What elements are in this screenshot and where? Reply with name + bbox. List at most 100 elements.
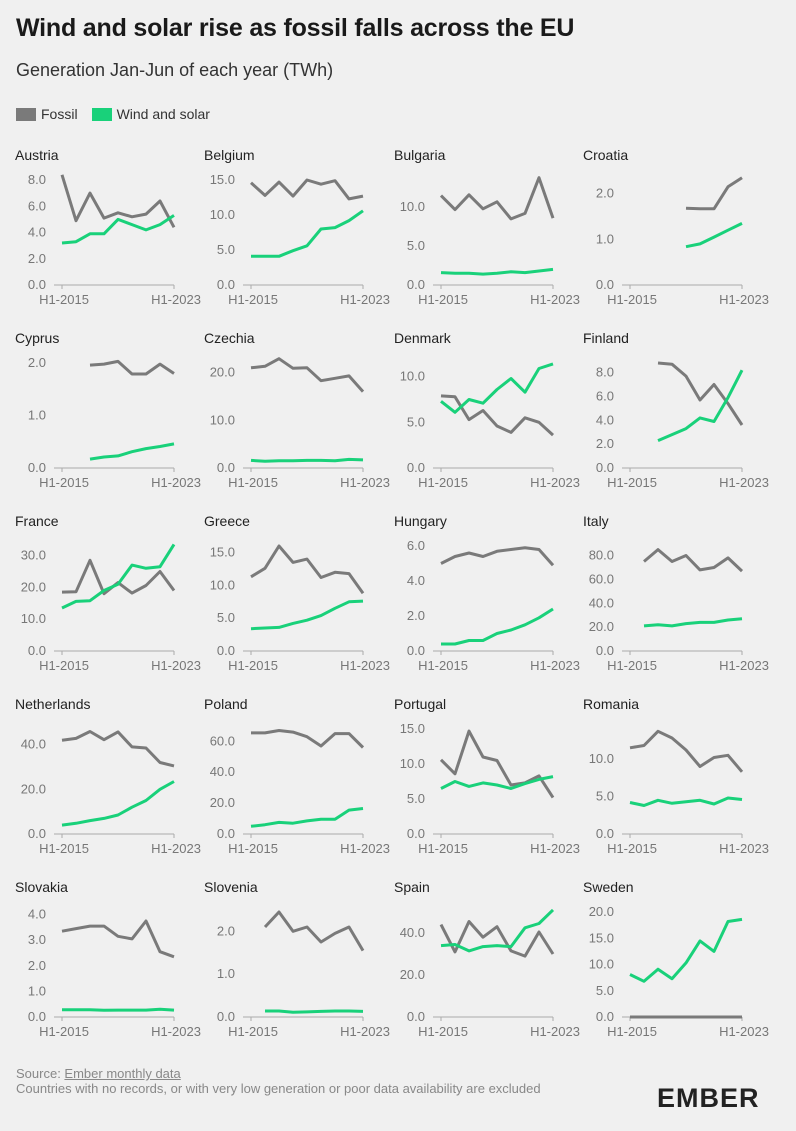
legend-label-wind-solar: Wind and solar — [116, 106, 210, 122]
panel-czechia: Czechia 0.0 10.0 20.0 H1-2015 H1-2023 — [204, 330, 390, 490]
panel-title-austria: Austria — [15, 147, 59, 163]
y-tick-label-slovenia: 1.0 — [217, 966, 235, 981]
y-tick-label-netherlands: 20.0 — [21, 781, 46, 796]
panel-sweden: Sweden 0.0 5.0 10.0 15.0 20.0 H1-2015 H1-2023 — [583, 879, 769, 1039]
x-tick-label-austria: H1-2023 — [151, 292, 201, 307]
y-tick-label-greece: 15.0 — [210, 545, 235, 560]
x-tick-label-hungary: H1-2015 — [418, 658, 468, 673]
series-line-wind-solar-italy — [643, 617, 743, 628]
series-line-wind-solar-portugal — [440, 775, 554, 790]
panel-bulgaria: Bulgaria 0.0 5.0 10.0 H1-2015 H1-2023 — [394, 147, 580, 307]
panel-croatia: Croatia 0.0 1.0 2.0 H1-2015 H1-2023 — [583, 147, 769, 307]
source-prefix: Source: — [16, 1066, 65, 1081]
y-tick-label-austria: 6.0 — [28, 198, 46, 213]
series-line-wind-solar-sweden — [629, 917, 743, 983]
series-line-fossil-austria — [60, 174, 176, 229]
y-tick-label-spain: 0.0 — [407, 1009, 425, 1024]
y-tick-label-hungary: 4.0 — [407, 573, 425, 588]
legend: Fossil Wind and solar — [16, 106, 224, 122]
y-tick-label-netherlands: 40.0 — [21, 737, 46, 752]
panel-hungary: Hungary 0.0 2.0 4.0 6.0 H1-2015 H1-2023 — [394, 513, 580, 673]
y-tick-label-france: 20.0 — [21, 579, 46, 594]
series-line-fossil-czechia — [250, 357, 365, 393]
x-tick-label-poland: H1-2023 — [340, 841, 390, 856]
series-line-wind-solar-croatia — [685, 222, 743, 249]
x-tick-label-cyprus: H1-2015 — [39, 475, 89, 490]
y-tick-label-portugal: 0.0 — [407, 826, 425, 841]
x-tick-label-sweden: H1-2015 — [607, 1024, 657, 1039]
x-tick-label-austria: H1-2015 — [39, 292, 89, 307]
y-tick-label-finland: 8.0 — [596, 365, 614, 380]
panel-romania: Romania 0.0 5.0 10.0 H1-2015 H1-2023 — [583, 696, 769, 856]
panel-title-greece: Greece — [204, 513, 250, 529]
panel-poland: Poland 0.0 20.0 40.0 60.0 H1-2015 H1-2023 — [204, 696, 390, 856]
series-line-fossil-italy — [643, 548, 744, 573]
y-tick-label-belgium: 0.0 — [217, 277, 235, 292]
x-tick-label-bulgaria: H1-2015 — [418, 292, 468, 307]
x-tick-label-italy: H1-2023 — [719, 658, 769, 673]
y-tick-label-bulgaria: 0.0 — [407, 277, 425, 292]
series-line-wind-solar-bulgaria — [440, 267, 554, 276]
series-line-fossil-cyprus — [89, 359, 175, 376]
y-tick-label-denmark: 10.0 — [400, 369, 425, 384]
legend-item-wind-solar: Wind and solar — [91, 106, 210, 122]
y-tick-label-croatia: 0.0 — [596, 277, 614, 292]
panel-title-slovakia: Slovakia — [15, 879, 68, 895]
y-tick-label-poland: 60.0 — [210, 733, 235, 748]
panel-title-slovenia: Slovenia — [204, 879, 258, 895]
series-line-fossil-belgium — [249, 178, 364, 201]
source-link[interactable]: Ember monthly data — [64, 1066, 181, 1081]
series-line-wind-solar-france — [61, 543, 176, 610]
y-tick-label-slovakia: 4.0 — [28, 907, 46, 922]
series-line-fossil-greece — [250, 544, 365, 595]
series-line-wind-solar-slovenia — [265, 1009, 364, 1014]
series-line-fossil-poland — [251, 729, 365, 749]
series-line-wind-solar-netherlands — [61, 780, 175, 827]
panel-title-sweden: Sweden — [583, 879, 634, 895]
y-tick-label-croatia: 2.0 — [596, 186, 614, 201]
footnote: Countries with no records, or with very … — [16, 1081, 541, 1096]
y-tick-label-netherlands: 0.0 — [28, 826, 46, 841]
panel-title-poland: Poland — [204, 696, 248, 712]
y-tick-label-croatia: 1.0 — [596, 231, 614, 246]
series-line-wind-solar-austria — [61, 214, 175, 245]
x-tick-label-belgium: H1-2015 — [228, 292, 278, 307]
x-tick-label-hungary: H1-2023 — [530, 658, 580, 673]
x-tick-label-france: H1-2015 — [39, 658, 89, 673]
y-tick-label-slovakia: 1.0 — [28, 983, 46, 998]
x-tick-label-slovenia: H1-2015 — [228, 1024, 278, 1039]
y-tick-label-sweden: 15.0 — [589, 930, 614, 945]
series-line-fossil-croatia — [685, 176, 743, 211]
panel-title-netherlands: Netherlands — [15, 696, 91, 712]
y-tick-label-romania: 0.0 — [596, 826, 614, 841]
y-tick-label-greece: 5.0 — [217, 610, 235, 625]
x-tick-label-romania: H1-2023 — [719, 841, 769, 856]
x-tick-label-bulgaria: H1-2023 — [530, 292, 580, 307]
y-tick-label-sweden: 20.0 — [589, 904, 614, 919]
panel-title-hungary: Hungary — [394, 513, 447, 529]
series-line-wind-solar-romania — [629, 796, 743, 807]
panel-title-czechia: Czechia — [204, 330, 255, 346]
series-line-fossil-france — [61, 558, 176, 596]
y-tick-label-italy: 40.0 — [589, 595, 614, 610]
y-tick-label-france: 30.0 — [21, 548, 46, 563]
y-tick-label-czechia: 20.0 — [210, 365, 235, 380]
legend-swatch-fossil — [16, 107, 36, 121]
series-line-fossil-bulgaria — [439, 176, 555, 221]
series-line-fossil-netherlands — [61, 730, 175, 768]
panel-greece: Greece 0.0 5.0 10.0 15.0 H1-2015 H1-2023 — [204, 513, 390, 673]
panel-netherlands: Netherlands 0.0 20.0 40.0 H1-2015 H1-2023 — [15, 696, 201, 856]
y-tick-label-france: 0.0 — [28, 643, 46, 658]
x-tick-label-romania: H1-2015 — [607, 841, 657, 856]
y-tick-label-poland: 0.0 — [217, 826, 235, 841]
y-tick-label-romania: 5.0 — [596, 789, 614, 804]
series-line-wind-solar-hungary — [441, 607, 554, 646]
y-tick-label-slovakia: 3.0 — [28, 932, 46, 947]
y-tick-label-slovenia: 0.0 — [217, 1009, 235, 1024]
y-tick-label-sweden: 0.0 — [596, 1009, 614, 1024]
x-tick-label-greece: H1-2023 — [340, 658, 390, 673]
y-tick-label-greece: 0.0 — [217, 643, 235, 658]
x-tick-label-greece: H1-2015 — [228, 658, 278, 673]
y-tick-label-poland: 20.0 — [210, 795, 235, 810]
